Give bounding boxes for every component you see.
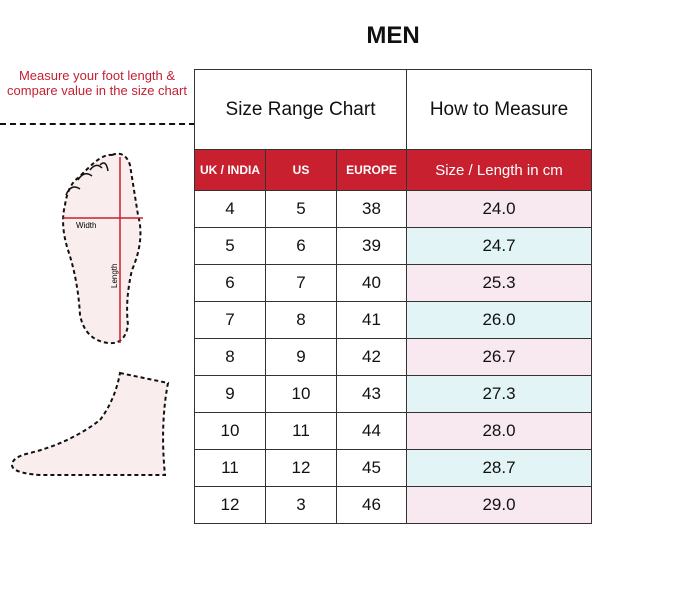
europe-size: 43 <box>336 375 407 413</box>
length-cm: 26.0 <box>406 301 592 339</box>
col-uk-india: UK / INDIA <box>194 149 266 191</box>
how-to-measure-header: How to Measure <box>406 69 592 150</box>
length-cm: 24.7 <box>406 227 592 265</box>
length-cm: 24.0 <box>406 190 592 228</box>
foot-side-view-icon <box>10 371 170 476</box>
uk-size: 8 <box>194 338 266 376</box>
europe-size: 40 <box>336 264 407 302</box>
table-row: 4 5 38 24.0 <box>194 190 592 228</box>
length-label: Length <box>110 264 119 288</box>
us-size: 10 <box>265 375 337 413</box>
page-title: MEN <box>366 22 420 49</box>
uk-size: 4 <box>194 190 266 228</box>
table-row: 8 9 42 26.7 <box>194 338 592 376</box>
us-size: 11 <box>265 412 337 450</box>
size-range-header: Size Range Chart <box>194 69 407 150</box>
europe-size: 39 <box>336 227 407 265</box>
table-row: 10 11 44 28.0 <box>194 412 592 450</box>
europe-size: 45 <box>336 449 407 487</box>
table-row: 6 7 40 25.3 <box>194 264 592 302</box>
us-size: 9 <box>265 338 337 376</box>
table-row: 5 6 39 24.7 <box>194 227 592 265</box>
table-row: 12 3 46 29.0 <box>194 486 592 524</box>
length-cm: 25.3 <box>406 264 592 302</box>
length-cm: 27.3 <box>406 375 592 413</box>
uk-size: 10 <box>194 412 266 450</box>
europe-size: 38 <box>336 190 407 228</box>
europe-size: 41 <box>336 301 407 339</box>
us-size: 7 <box>265 264 337 302</box>
europe-size: 46 <box>336 486 407 524</box>
length-cm: 28.0 <box>406 412 592 450</box>
europe-size: 42 <box>336 338 407 376</box>
col-us: US <box>265 149 337 191</box>
length-cm: 26.7 <box>406 338 592 376</box>
uk-size: 5 <box>194 227 266 265</box>
us-size: 6 <box>265 227 337 265</box>
us-size: 8 <box>265 301 337 339</box>
col-europe: EUROPE <box>336 149 407 191</box>
uk-size: 6 <box>194 264 266 302</box>
col-length-cm: Size / Length in cm <box>406 149 592 191</box>
dashed-divider <box>0 123 195 125</box>
uk-size: 7 <box>194 301 266 339</box>
foot-top-view-icon: Width Length <box>62 152 143 345</box>
uk-size: 11 <box>194 449 266 487</box>
length-cm: 29.0 <box>406 486 592 524</box>
europe-size: 44 <box>336 412 407 450</box>
uk-size: 12 <box>194 486 266 524</box>
uk-size: 9 <box>194 375 266 413</box>
table-row: 7 8 41 26.0 <box>194 301 592 339</box>
table-row: 11 12 45 28.7 <box>194 449 592 487</box>
us-size: 3 <box>265 486 337 524</box>
size-chart-table: Size Range Chart How to Measure UK / IND… <box>194 69 592 524</box>
measure-instruction: Measure your foot length & compare value… <box>7 68 187 98</box>
length-cm: 28.7 <box>406 449 592 487</box>
table-row: 9 10 43 27.3 <box>194 375 592 413</box>
us-size: 5 <box>265 190 337 228</box>
us-size: 12 <box>265 449 337 487</box>
width-label: Width <box>76 221 96 230</box>
